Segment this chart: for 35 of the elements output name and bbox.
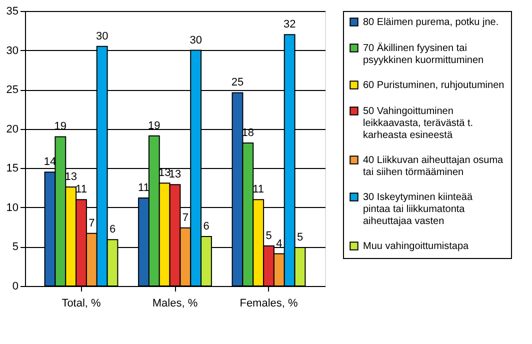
y-tick-label: 10 — [6, 202, 18, 214]
legend-label: 40 Liikkuvan aiheuttajan osuma tai siihen törmääminen — [363, 155, 504, 178]
data-label: 19 — [148, 120, 160, 132]
data-label: 4 — [276, 238, 282, 250]
data-label: 13 — [168, 168, 182, 181]
y-tick-label: 35 — [6, 6, 18, 18]
data-label: 7 — [182, 212, 188, 224]
data-label: 30 — [96, 30, 108, 42]
y-tick-label: 15 — [6, 162, 18, 175]
legend-label: 70 Äkillinen fyysinen tai psyykkinen kuormittuminen — [363, 42, 484, 66]
x-tick-label: Total, % — [62, 298, 102, 310]
x-tick-label: Males, % — [152, 298, 198, 310]
data-label: 25 — [231, 76, 244, 89]
data-label: 13 — [64, 171, 77, 183]
data-label: 7 — [88, 217, 95, 230]
data-label: 30 — [190, 34, 202, 46]
y-tick-label: 0 — [12, 280, 18, 292]
data-label: 6 — [203, 220, 210, 232]
data-label: 5 — [266, 230, 272, 242]
data-label: 11 — [252, 184, 264, 196]
legend-label: 30 Iskeytyminen kiinteää pintaa tai liikkumatonta aiheuttajaa vasten — [363, 192, 473, 227]
y-tick-label: 25 — [6, 84, 18, 96]
legend-label: Muu vahingoittumistapa — [363, 241, 470, 252]
legend-label: 80 Eläimen purema, potku jne. — [363, 17, 499, 28]
data-label: 6 — [109, 224, 116, 236]
data-label: 32 — [283, 18, 296, 31]
x-tick-label: Females, % — [240, 298, 298, 310]
legend-label: 50 Vahingoittuminen leikkaavasta, terävästä t. karheasta esineestä — [363, 106, 474, 141]
data-label: 5 — [296, 232, 304, 244]
data-label: 11 — [138, 182, 150, 194]
y-tick-label: 5 — [12, 241, 18, 254]
y-tick-label: 20 — [6, 123, 18, 136]
data-label: 11 — [76, 184, 87, 196]
legend-label: 60 Puristuminen, ruhjoutuminen — [363, 80, 504, 91]
y-tick-label: 30 — [6, 44, 18, 57]
